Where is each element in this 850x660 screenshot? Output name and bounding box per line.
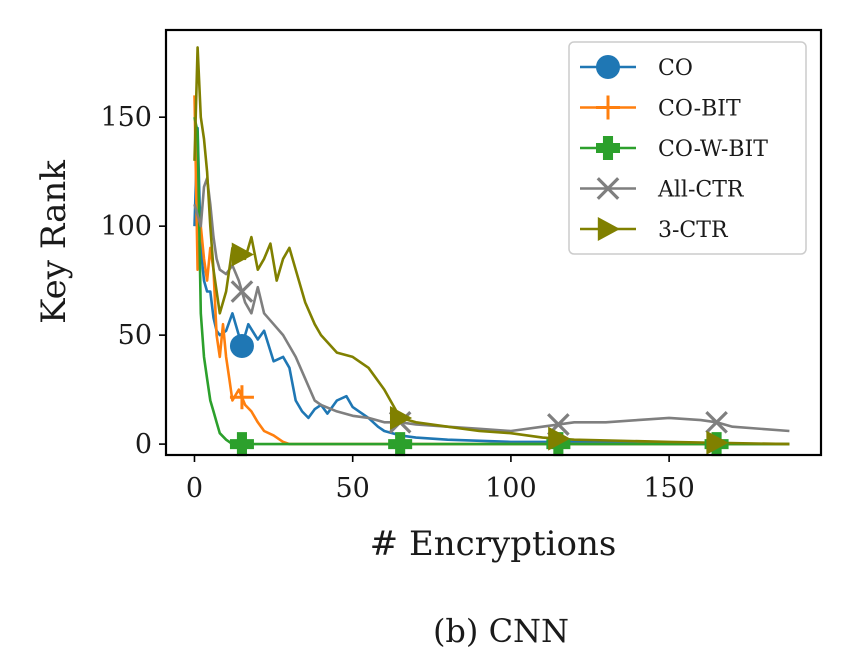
legend-box	[568, 41, 807, 255]
marker-co-w-bit	[388, 432, 413, 457]
y-tick-label: 50	[118, 320, 152, 351]
marker-co	[229, 334, 254, 359]
marker-3-ctr	[706, 430, 729, 455]
legend-item-3-ctr: 3-CTR	[580, 217, 729, 243]
marker-3-ctr	[548, 426, 571, 451]
series-line-all-ctr	[193, 176, 790, 433]
legend-item-co-w-bit: CO-W-BIT	[580, 136, 768, 162]
legend-label: CO	[658, 56, 693, 81]
marker-all-ctr	[705, 410, 728, 434]
series-layer	[193, 46, 790, 446]
tick-layer: 0 50 100 150 0 50 100 150	[100, 102, 694, 504]
y-tick-label: 100	[100, 211, 152, 242]
legend-label: 3-CTR	[658, 218, 729, 243]
series-line-co-w-bit	[193, 116, 790, 446]
marker-co-w-bit	[229, 432, 254, 457]
series-line-co	[193, 126, 790, 446]
legend-marker-co-bit	[596, 95, 620, 120]
y-axis-label: Key Rank	[34, 160, 74, 324]
legend: CO CO-BIT CO-W-BIT All-CTR 3-CTR	[568, 41, 807, 255]
marker-3-ctr	[389, 405, 413, 430]
legend-item-all-ctr: All-CTR	[580, 177, 745, 203]
legend-items: CO CO-BIT CO-W-BIT All-CTR 3-CTR	[580, 55, 768, 243]
marker-co-bit	[229, 385, 254, 410]
x-tick-label: 0	[186, 473, 203, 504]
x-axis-label: # Encryptions	[370, 524, 617, 564]
legend-item-co-bit: CO-BIT	[580, 95, 741, 122]
legend-item-co: CO	[580, 55, 693, 81]
x-tick-label: 100	[485, 473, 537, 504]
plot-frame	[164, 28, 823, 457]
y-tick-label: 150	[100, 102, 152, 133]
marker-3-ctr	[231, 242, 254, 267]
legend-marker-3-ctr	[597, 217, 620, 241]
series-line-3-ctr	[193, 46, 790, 446]
figure-caption: (b) CNN	[433, 612, 569, 650]
legend-marker-co	[596, 55, 620, 79]
x-tick-label: 150	[643, 473, 695, 504]
legend-label: CO-BIT	[658, 97, 741, 122]
legend-label: All-CTR	[657, 178, 745, 203]
marker-all-ctr	[230, 280, 254, 303]
marker-layer	[229, 242, 729, 457]
y-tick-label: 0	[135, 429, 152, 460]
legend-marker-all-ctr	[596, 177, 620, 200]
legend-marker-co-w-bit	[596, 136, 620, 160]
legend-label: CO-W-BIT	[658, 137, 768, 162]
x-tick-label: 50	[336, 473, 370, 504]
